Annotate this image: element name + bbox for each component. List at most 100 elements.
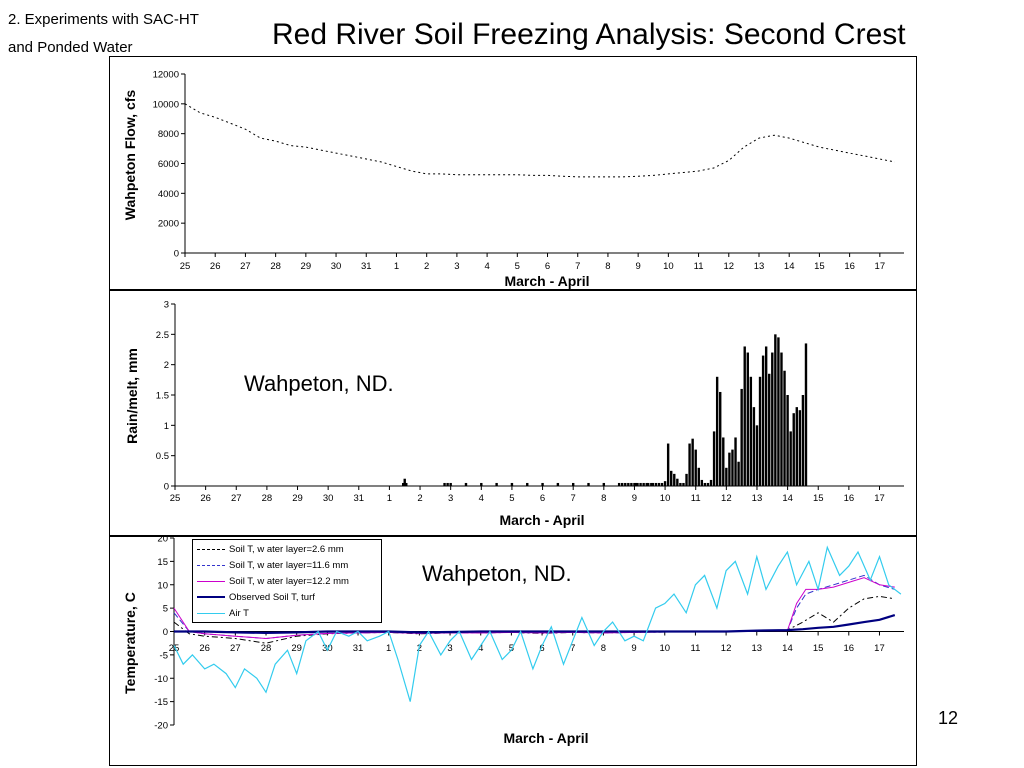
rain-chart-ylabel: Rain/melt, mm (124, 348, 140, 444)
x-tick-label: 5 (509, 493, 514, 504)
rain-bar (627, 482, 630, 486)
legend-label: Soil T, w ater layer=11.6 mm (229, 559, 349, 571)
rain-bar (617, 482, 621, 486)
x-tick-label: 17 (874, 493, 885, 504)
rain-bar (783, 370, 786, 486)
x-tick-label: 4 (479, 493, 484, 504)
x-tick-label: 8 (605, 261, 610, 272)
x-tick-label: 11 (691, 493, 701, 504)
rain-bar (694, 449, 697, 486)
rain-bar (758, 376, 762, 486)
rain-bar (743, 346, 746, 486)
rain-bar (715, 376, 719, 486)
x-tick-label: 7 (571, 493, 576, 504)
x-tick-label: 5 (509, 643, 514, 654)
x-tick-label: 5 (515, 261, 520, 272)
y-tick-label: 20 (157, 537, 168, 545)
x-tick-label: 15 (813, 493, 824, 504)
rain-bar (804, 343, 808, 486)
y-tick-label: 5 (163, 604, 168, 615)
y-tick-label: 12000 (153, 70, 179, 81)
rain-bar (703, 482, 707, 486)
rain-bar (634, 482, 638, 486)
rain-bar (764, 346, 768, 486)
rain-bar (443, 482, 446, 486)
flow-chart-ylabel: Wahpeton Flow, cfs (122, 89, 138, 221)
rain-bar (676, 478, 679, 486)
rain-bar (571, 482, 575, 486)
x-tick-label: 6 (539, 643, 544, 654)
rain-bar (786, 395, 789, 486)
rain-bar (449, 482, 452, 486)
legend-item: Soil T, w ater layer=11.6 mm (197, 558, 348, 572)
rain-bar (755, 425, 759, 486)
rain-bar (670, 470, 673, 486)
page-number: 12 (938, 708, 959, 728)
x-tick-label: 15 (814, 261, 825, 272)
rain-bar (464, 482, 468, 486)
rain-bar (636, 482, 639, 486)
rain-bar (789, 431, 792, 486)
flow-chart-xlabel: March - April (496, 273, 598, 289)
temperature-chart-xlabel: March - April (495, 730, 597, 746)
rain-bar (697, 467, 700, 486)
y-tick-label: 4000 (158, 189, 179, 200)
rain-bar (510, 482, 514, 486)
x-tick-label: 27 (230, 643, 241, 654)
rain-bar (630, 482, 633, 486)
rain-bar (639, 482, 642, 486)
temperature-series-line (173, 545, 902, 702)
x-tick-label: 26 (200, 493, 211, 504)
x-tick-label: 8 (601, 493, 606, 504)
rain-bar (749, 376, 753, 486)
x-tick-label: 14 (782, 643, 793, 654)
rain-bar (728, 452, 731, 486)
temperature-series-line (173, 595, 895, 644)
x-tick-label: 4 (484, 261, 489, 272)
rain-bar (706, 482, 710, 486)
rain-bar (688, 443, 691, 486)
rain-bar (801, 395, 805, 486)
rain-bar (602, 482, 606, 486)
x-tick-label: 17 (875, 261, 886, 272)
x-tick-label: 29 (291, 643, 302, 654)
x-tick-label: 1 (394, 261, 399, 272)
x-tick-label: 3 (454, 261, 459, 272)
rain-bar (777, 337, 780, 486)
rain-bar (526, 482, 529, 486)
temperature-chart: -20 -15 -10 -5 0 5 10 15 20 25 26 27 28 29 30 31 1 2 3 4 5 6 7… (154, 537, 904, 732)
rain-bar (725, 467, 728, 486)
subtitle-line-1: 2. Experiments with SAC-HT (8, 11, 199, 28)
x-tick-label: 12 (723, 261, 734, 272)
legend-item: Soil T, w ater layer=2.6 mm (197, 542, 344, 556)
y-tick-label: 3 (164, 300, 169, 311)
legend-label: Soil T, w ater layer=2.6 mm (229, 543, 344, 555)
flow-chart-panel: 0 2000 4000 6000 8000 10000 12000 25 26 27 28 29 30 3… (109, 56, 917, 290)
rain-bar (774, 334, 777, 486)
x-tick-label: 14 (784, 261, 795, 272)
x-tick-label: 7 (575, 261, 580, 272)
rain-bar (645, 482, 648, 486)
legend-swatch (197, 596, 225, 598)
rain-bar (642, 482, 645, 486)
x-tick-label: 30 (323, 493, 334, 504)
y-tick-label: 10 (157, 580, 168, 591)
y-tick-label: 10000 (153, 99, 179, 110)
legend-swatch (197, 612, 225, 614)
rain-bar (752, 407, 756, 486)
x-tick-label: 16 (844, 261, 855, 272)
x-tick-label: 16 (844, 643, 855, 654)
x-tick-label: 16 (844, 493, 855, 504)
x-tick-label: 7 (570, 643, 575, 654)
rain-bar (795, 407, 798, 486)
x-tick-label: 11 (690, 643, 700, 654)
rain-bar (792, 413, 795, 486)
rain-bar (746, 352, 749, 486)
rain-bar (647, 482, 650, 486)
y-tick-label: 1.5 (156, 391, 169, 402)
rain-bar (768, 373, 771, 486)
x-tick-label: 2 (424, 261, 429, 272)
legend-item: Observed Soil T, turf (197, 590, 315, 604)
y-tick-label: 0 (174, 249, 179, 260)
